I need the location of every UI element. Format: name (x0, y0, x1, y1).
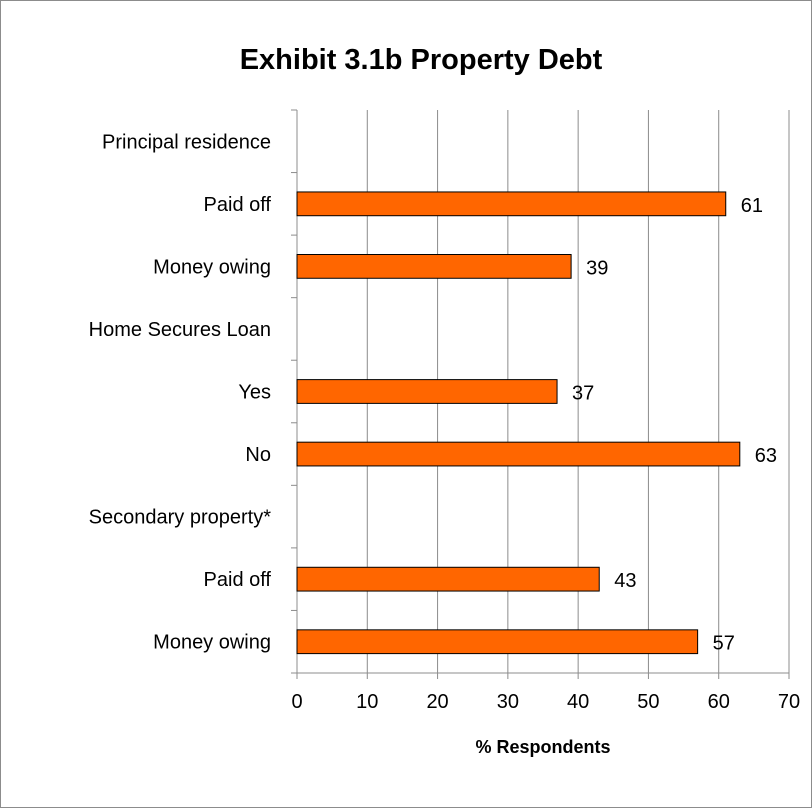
x-tick-label: 0 (291, 691, 302, 713)
bar (296, 441, 741, 467)
category-label: Yes (238, 382, 271, 404)
bar (296, 254, 572, 279)
x-tick-label: 20 (426, 691, 448, 713)
chart-title: Exhibit 3.1b Property Debt (240, 44, 603, 76)
category-labels: Principal residence Paid off Money owing Ho… (89, 131, 272, 653)
data-label: 43 (614, 570, 636, 592)
x-tick-label: 50 (637, 691, 659, 713)
x-tick-label: 40 (567, 691, 589, 713)
bar (296, 379, 558, 404)
category-label: Principal residence (102, 131, 271, 153)
x-tick-label: 60 (708, 691, 730, 713)
bar (296, 566, 600, 592)
category-label: Paid off (204, 194, 272, 216)
category-label: Money owing (153, 256, 271, 278)
category-label: Money owing (153, 632, 271, 654)
x-tick-label: 70 (778, 691, 800, 713)
data-label: 63 (755, 445, 777, 467)
bar (296, 629, 699, 655)
bar (296, 191, 727, 217)
data-labels: 61 39 37 63 43 57 (572, 195, 777, 655)
data-label: 57 (713, 633, 735, 655)
data-label: 39 (586, 257, 608, 279)
data-label: 61 (741, 195, 763, 217)
data-label: 37 (572, 383, 594, 405)
bars (296, 191, 741, 655)
category-label: Secondary property* (89, 507, 272, 529)
x-tick-label: 30 (497, 691, 519, 713)
x-tick-label: 10 (356, 691, 378, 713)
category-label: Home Secures Loan (89, 319, 271, 341)
category-label: No (245, 444, 271, 466)
x-axis-label: % Respondents (475, 737, 610, 757)
x-tick-labels: 0 10 20 30 40 50 60 70 (291, 691, 800, 713)
category-label: Paid off (204, 569, 272, 591)
